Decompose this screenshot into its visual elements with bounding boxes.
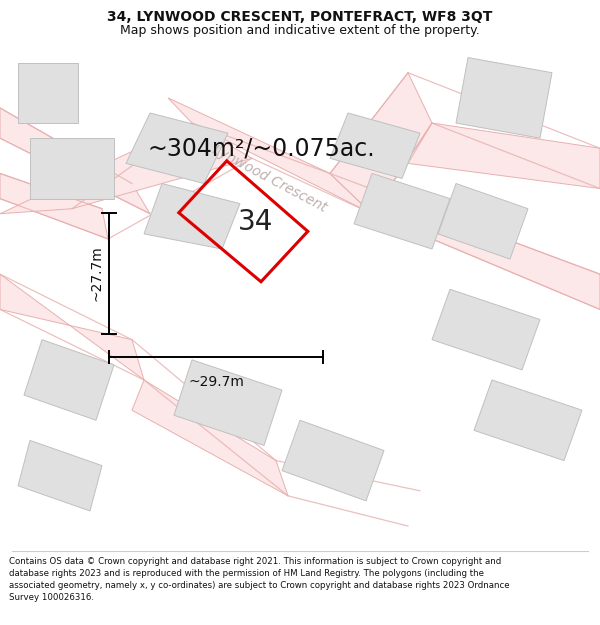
Text: Lynwood Crescent: Lynwood Crescent bbox=[211, 142, 329, 214]
Polygon shape bbox=[24, 339, 114, 420]
Polygon shape bbox=[330, 113, 420, 179]
Polygon shape bbox=[0, 123, 252, 214]
Text: 34: 34 bbox=[238, 208, 273, 236]
Polygon shape bbox=[330, 173, 600, 309]
Polygon shape bbox=[0, 274, 144, 380]
Polygon shape bbox=[144, 184, 240, 249]
Polygon shape bbox=[438, 184, 528, 259]
Text: Contains OS data © Crown copyright and database right 2021. This information is : Contains OS data © Crown copyright and d… bbox=[9, 557, 509, 601]
Polygon shape bbox=[18, 62, 78, 123]
Polygon shape bbox=[354, 173, 450, 249]
Text: ~27.7m: ~27.7m bbox=[89, 245, 103, 301]
Text: ~29.7m: ~29.7m bbox=[188, 375, 244, 389]
Polygon shape bbox=[330, 72, 432, 214]
Text: 34, LYNWOOD CRESCENT, PONTEFRACT, WF8 3QT: 34, LYNWOOD CRESCENT, PONTEFRACT, WF8 3Q… bbox=[107, 11, 493, 24]
Polygon shape bbox=[174, 360, 282, 446]
Polygon shape bbox=[126, 113, 228, 184]
Polygon shape bbox=[432, 289, 540, 370]
Polygon shape bbox=[168, 98, 372, 214]
Text: ~304m²/~0.075ac.: ~304m²/~0.075ac. bbox=[147, 136, 374, 160]
Polygon shape bbox=[408, 123, 600, 189]
Polygon shape bbox=[282, 420, 384, 501]
Polygon shape bbox=[474, 380, 582, 461]
Polygon shape bbox=[0, 108, 150, 214]
Polygon shape bbox=[132, 380, 288, 496]
Polygon shape bbox=[30, 138, 114, 199]
Text: Map shows position and indicative extent of the property.: Map shows position and indicative extent… bbox=[120, 24, 480, 37]
Polygon shape bbox=[456, 58, 552, 138]
Polygon shape bbox=[0, 173, 108, 239]
Polygon shape bbox=[18, 441, 102, 511]
